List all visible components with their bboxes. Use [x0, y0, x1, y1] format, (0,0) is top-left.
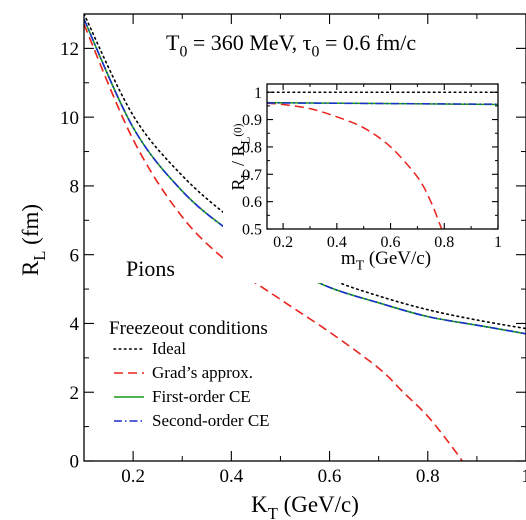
label-part: L: [237, 136, 252, 144]
series-line-ideal: [84, 14, 526, 330]
y-tick-label: 2: [70, 383, 80, 404]
label-part: T: [166, 30, 180, 55]
y-tick-label: 0.7: [242, 167, 262, 184]
y-tick-label: 6: [70, 245, 80, 266]
label-part: (0): [232, 123, 244, 136]
label-part: /: [228, 157, 248, 171]
inset-y-axis-label: RL / RL(0): [228, 123, 252, 190]
label-part: K: [251, 492, 268, 517]
y-tick-label: 12: [60, 39, 79, 60]
label-part: L: [237, 170, 252, 178]
inset-x-axis-label: mT (GeV/c): [341, 248, 431, 273]
label-part: = 0.6 fm/c: [319, 30, 416, 55]
label-part: = 360 MeV, τ: [187, 30, 311, 55]
x-tick-label: 0.2: [273, 234, 293, 251]
series-line-grad-s-approx-: [84, 23, 463, 461]
x-tick-label: 1: [521, 466, 526, 487]
label-part: (GeV/c): [278, 492, 359, 517]
y-tick-label: 0.5: [242, 222, 262, 239]
x-tick-label: 0.4: [219, 466, 243, 487]
x-tick-label: 0.4: [327, 234, 347, 251]
label-part: m: [341, 248, 356, 269]
label-part: (GeV/c): [364, 248, 431, 269]
annotation-particle: Pions: [126, 256, 175, 281]
label-part: (fm): [18, 204, 43, 251]
inset-plot: 0.2 0.4 0.6 0.8 1 0.5 0.6 0.7 0.8 0.9 1: [223, 76, 506, 283]
y-tick-label: 0.8: [242, 140, 262, 157]
y-axis-label: RL (fm): [18, 204, 49, 276]
label-part: T: [268, 504, 278, 520]
x-tick-label: 0.6: [318, 466, 342, 487]
plot-frame: [83, 13, 526, 462]
label-part: 0: [179, 44, 187, 61]
plot-background: [267, 84, 498, 229]
x-axis-label: KT (GeV/c): [251, 492, 359, 520]
legend-label: Ideal: [152, 339, 186, 358]
y-tick-label: 4: [70, 314, 80, 335]
x-tick-label: 1: [494, 234, 502, 251]
series-group: [267, 91, 498, 229]
y-tick-label: 0.9: [242, 112, 262, 129]
label-part: R: [228, 178, 248, 190]
x-tick-label: 0.8: [416, 466, 440, 487]
label-part: T: [356, 258, 365, 273]
y-tick-label: 0.6: [242, 194, 262, 211]
labels: KT (GeV/c)RL (fm)T0 = 360 MeV, τ0 = 0.6 …: [18, 30, 431, 520]
legend-label: First-order CE: [152, 387, 251, 406]
legend-title: Freezeout conditions: [109, 318, 268, 339]
y-tick-label: 1: [254, 85, 262, 102]
legend-label: Second-order CE: [152, 411, 270, 430]
plot-frame: [266, 83, 499, 230]
annotation-parameters: T0 = 360 MeV, τ0 = 0.6 fm/c: [166, 30, 416, 61]
label-part: 0: [312, 44, 320, 61]
x-tick-label: 0.6: [381, 234, 401, 251]
y-tick-label: 8: [70, 177, 80, 198]
label-part: L: [30, 251, 49, 261]
series-line-second-order-ce: [267, 102, 498, 105]
series-line-grad-s-approx-: [267, 102, 443, 229]
x-tick-label: 0.2: [121, 466, 145, 487]
y-tick-label: 10: [60, 108, 79, 129]
y-tick-label: 0: [70, 452, 80, 473]
label-part: R: [228, 144, 248, 156]
label-part: R: [18, 260, 43, 276]
legend-label: Grad’s approx.: [152, 363, 253, 382]
x-tick-label: 0.8: [434, 234, 454, 251]
